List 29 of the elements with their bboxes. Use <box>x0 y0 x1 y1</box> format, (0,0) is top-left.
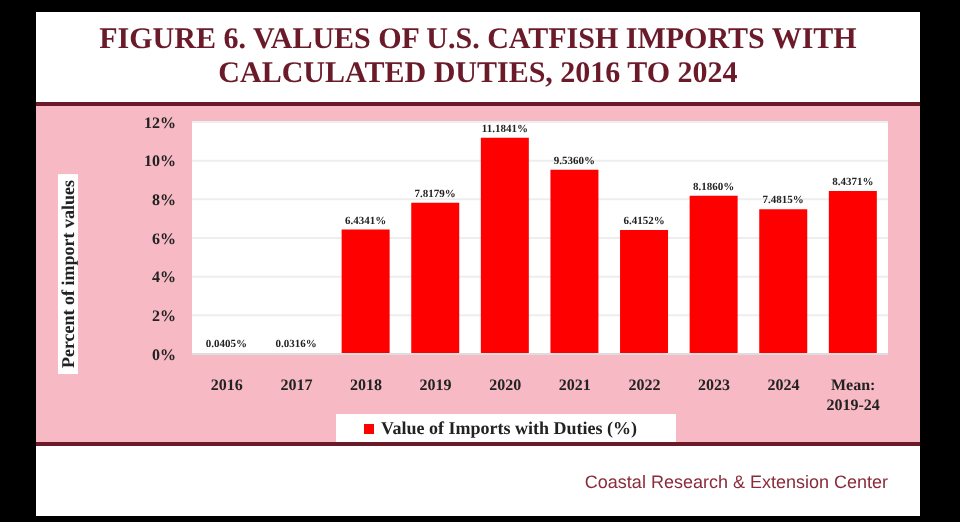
bar <box>550 169 599 354</box>
y-tick-label: 12% <box>144 113 176 132</box>
chart-title: FIGURE 6. VALUES OF U.S. CATFISH IMPORTS WITH CALCULATED DUTIES, 2016 TO 2024 <box>97 21 859 93</box>
x-tick-label: 2020 <box>489 376 522 394</box>
x-tick-label: 2018 <box>350 376 382 394</box>
legend-label: Value of Imports with Duties (%) <box>379 418 637 438</box>
bar <box>828 190 877 354</box>
bar <box>689 195 738 354</box>
y-tick-label: 8% <box>152 191 176 210</box>
y-tick-label: 0% <box>152 345 176 364</box>
x-tick-label: 2022 <box>628 376 661 394</box>
x-tick-label: 2017 <box>280 376 313 394</box>
y-tick-label: 6% <box>152 229 176 248</box>
x-tick-label: 2023 <box>698 376 730 394</box>
bar <box>341 229 390 354</box>
bar <box>620 229 669 354</box>
x-tick-label: 2016 <box>210 376 243 394</box>
x-tick-label: Mean: 2019-24 <box>826 376 880 414</box>
x-tick-label: 2021 <box>558 376 591 394</box>
y-axis-title: Percent of import values <box>58 173 78 375</box>
bar <box>759 209 808 354</box>
x-tick-label: 2024 <box>767 376 800 394</box>
text: Coastal Research & Extension Center <box>584 471 888 491</box>
bar <box>480 137 529 354</box>
y-tick-label: 4% <box>152 268 176 287</box>
y-tick-label: 10% <box>144 152 176 171</box>
y-tick-label: 2% <box>152 307 176 326</box>
bar <box>411 202 460 354</box>
x-tick-label: 2019 <box>419 376 452 394</box>
